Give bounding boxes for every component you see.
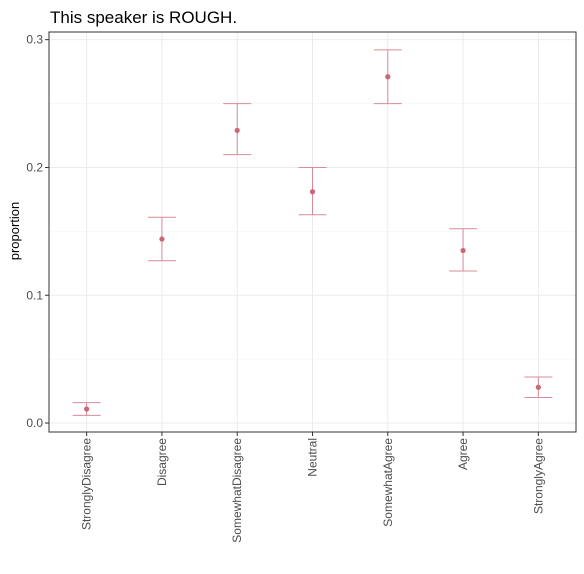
data-point [84, 406, 90, 412]
y-axis-label: proportion [7, 202, 22, 261]
x-tick-label: StronglyDisagree [80, 438, 94, 530]
y-tick-label: 0.2 [26, 160, 43, 174]
chart-title: This speaker is ROUGH. [50, 8, 237, 27]
data-point [535, 384, 541, 390]
x-tick-label: SomewhatDisagree [230, 438, 244, 543]
x-tick-label: Agree [456, 438, 470, 470]
panel-border [48, 31, 577, 433]
y-tick-label: 0.3 [26, 33, 43, 47]
x-tick-label: SomewhatAgree [381, 438, 395, 527]
data-point [234, 127, 240, 134]
data-point [385, 74, 391, 80]
data-point [309, 189, 316, 195]
data-point [159, 236, 165, 242]
y-tick-label: 0.1 [26, 288, 43, 302]
y-tick-label: 0.0 [26, 416, 43, 430]
x-tick-label: Neutral [306, 438, 320, 477]
data-point [460, 247, 466, 254]
x-tick-label: StronglyAgree [531, 438, 545, 514]
x-tick-label: Disagree [155, 438, 169, 486]
